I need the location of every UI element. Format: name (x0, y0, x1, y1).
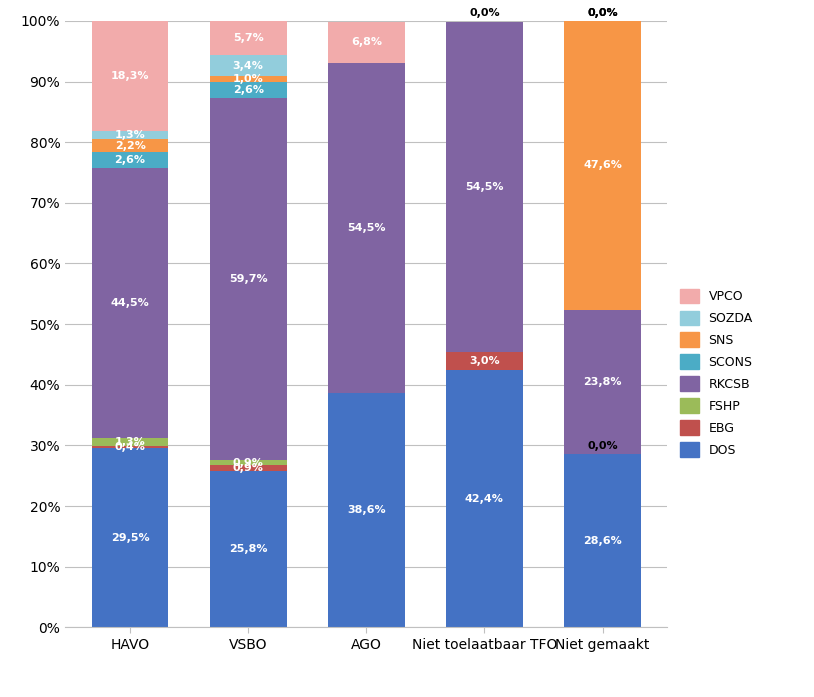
Text: 0,9%: 0,9% (233, 458, 264, 468)
Bar (92, 153, 168, 168)
Bar (92, 446, 168, 448)
Text: 0,4%: 0,4% (115, 442, 146, 452)
Bar (446, 22, 523, 352)
Text: 23,8%: 23,8% (584, 376, 622, 387)
Text: 25,8%: 25,8% (229, 544, 268, 554)
Text: 2,2%: 2,2% (115, 141, 146, 151)
Bar (92, 20, 168, 131)
Text: 3,0%: 3,0% (469, 356, 500, 366)
Bar (210, 471, 287, 627)
Text: 0,0%: 0,0% (469, 8, 500, 19)
Text: 2,6%: 2,6% (233, 85, 264, 95)
Text: 6,8%: 6,8% (351, 37, 382, 47)
Text: 5,7%: 5,7% (233, 33, 264, 43)
Bar (564, 454, 641, 627)
Legend: VPCO, SOZDA, SNS, SCONS, RKCSB, FSHP, EBG, DOS: VPCO, SOZDA, SNS, SCONS, RKCSB, FSHP, EB… (680, 289, 753, 457)
Text: 2,6%: 2,6% (115, 155, 146, 165)
Text: 0,9%: 0,9% (233, 463, 264, 473)
Bar (446, 370, 523, 627)
Text: 54,5%: 54,5% (465, 182, 504, 192)
Bar (328, 22, 405, 63)
Text: 0,0%: 0,0% (587, 8, 618, 18)
Bar (210, 466, 287, 471)
Text: 42,4%: 42,4% (465, 493, 504, 504)
Text: 0,0%: 0,0% (587, 441, 618, 451)
Bar (92, 139, 168, 153)
Text: 28,6%: 28,6% (583, 535, 622, 546)
Bar (210, 21, 287, 56)
Text: 38,6%: 38,6% (347, 505, 386, 515)
Bar (92, 448, 168, 627)
Bar (210, 460, 287, 466)
Bar (92, 131, 168, 139)
Bar (210, 56, 287, 76)
Text: 29,5%: 29,5% (111, 533, 150, 543)
Bar (446, 352, 523, 370)
Text: 18,3%: 18,3% (111, 71, 149, 81)
Bar (328, 63, 405, 393)
Bar (328, 393, 405, 627)
Text: 1,3%: 1,3% (115, 437, 146, 447)
Text: 47,6%: 47,6% (583, 160, 622, 170)
Bar (92, 168, 168, 438)
Bar (564, 21, 641, 309)
Bar (92, 438, 168, 446)
Text: 44,5%: 44,5% (111, 298, 150, 308)
Bar (210, 98, 287, 460)
Bar (564, 309, 641, 454)
Text: 1,0%: 1,0% (233, 74, 264, 84)
Text: 54,5%: 54,5% (347, 223, 386, 233)
Bar (210, 82, 287, 98)
Text: 0,0%: 0,0% (587, 8, 618, 18)
Text: 59,7%: 59,7% (229, 274, 268, 284)
Bar (210, 76, 287, 82)
Text: 1,3%: 1,3% (115, 130, 146, 140)
Text: 3,4%: 3,4% (233, 61, 264, 71)
